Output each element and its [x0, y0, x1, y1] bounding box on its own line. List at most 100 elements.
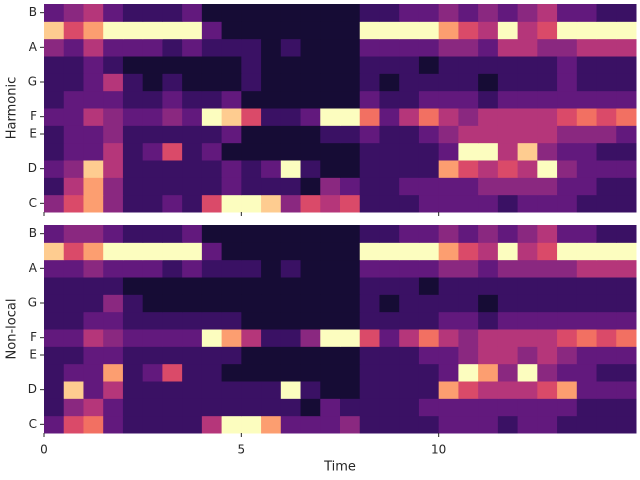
heat-cell — [300, 142, 321, 161]
heat-cell — [340, 259, 361, 278]
heat-cell — [438, 225, 459, 243]
heat-cell — [379, 73, 400, 92]
heat-cell — [458, 108, 479, 126]
heat-cell — [182, 346, 203, 365]
heat-cell — [142, 277, 163, 295]
heat-cell — [478, 329, 499, 347]
heat-cell — [557, 415, 578, 434]
heat-cell — [399, 160, 420, 178]
heat-cell — [300, 346, 321, 365]
heat-cell — [280, 177, 302, 196]
heat-cell — [340, 4, 361, 22]
heat-cell — [122, 177, 144, 196]
heat-cell — [497, 415, 519, 434]
heat-cell — [438, 38, 459, 57]
heat-cell — [537, 73, 558, 92]
heat-cell — [537, 225, 558, 243]
heat-cell — [83, 194, 104, 213]
heat-cell — [497, 4, 519, 22]
heat-cell — [261, 415, 282, 434]
heat-cell — [201, 56, 223, 74]
heat-cell — [517, 142, 538, 161]
heat-cell — [162, 398, 183, 417]
heat-cell — [537, 142, 558, 161]
heat-cell — [44, 90, 65, 109]
heat-cell — [300, 108, 321, 126]
heat-cell — [83, 329, 104, 347]
heat-cell — [221, 294, 242, 313]
heat-cell — [576, 38, 598, 57]
heat-cell — [221, 398, 242, 417]
heat-cell — [576, 381, 598, 399]
heat-cell — [241, 398, 262, 417]
heat-cell — [340, 177, 361, 196]
heat-cell — [280, 363, 302, 382]
heat-cell — [438, 177, 459, 196]
heat-cell — [576, 90, 598, 109]
heat-cell — [340, 381, 361, 399]
y-tick-label: C — [29, 417, 37, 431]
heat-cell — [261, 73, 282, 92]
heat-cell — [162, 415, 183, 434]
heat-cell — [122, 259, 144, 278]
heat-cell — [359, 142, 380, 161]
heat-cell — [557, 294, 578, 313]
heat-cell — [517, 21, 538, 40]
heat-cell — [537, 108, 558, 126]
heat-cell — [557, 125, 578, 144]
heat-cell — [162, 56, 183, 74]
heat-cell — [478, 125, 499, 144]
heat-cell — [478, 363, 499, 382]
heat-cell — [241, 73, 262, 92]
heat-cell — [142, 398, 163, 417]
heat-cell — [537, 4, 558, 22]
heat-cell — [596, 398, 617, 417]
heat-cell — [122, 38, 144, 57]
heat-cell — [576, 108, 598, 126]
heat-cell — [162, 90, 183, 109]
heat-cell — [280, 108, 302, 126]
heat-cell — [537, 21, 558, 40]
heat-cell — [44, 346, 65, 365]
heat-cell — [399, 90, 420, 109]
heat-cell — [83, 177, 104, 196]
heat-cell — [201, 21, 223, 40]
heat-cell — [340, 21, 361, 40]
heat-cell — [241, 259, 262, 278]
heat-cell — [83, 90, 104, 109]
heat-cell — [537, 125, 558, 144]
heat-cell — [201, 259, 223, 278]
heat-cell — [241, 346, 262, 365]
heat-cell — [162, 73, 183, 92]
heat-cell — [399, 277, 420, 295]
heat-cell — [44, 259, 65, 278]
heat-cell — [557, 277, 578, 295]
heat-cell — [201, 108, 223, 126]
heat-cell — [576, 4, 598, 22]
heat-cell — [359, 108, 380, 126]
heat-cell — [399, 56, 420, 74]
heat-cell — [616, 363, 637, 382]
heat-cell — [280, 142, 302, 161]
heat-cell — [557, 142, 578, 161]
heat-cell — [261, 56, 282, 74]
heat-cell — [537, 160, 558, 178]
heat-cell — [300, 125, 321, 144]
heat-cell — [280, 259, 302, 278]
heat-cell — [122, 415, 144, 434]
heat-cell — [241, 21, 262, 40]
heat-cell — [557, 56, 578, 74]
heat-cell — [517, 294, 538, 313]
heat-cell — [478, 90, 499, 109]
heat-cell — [478, 38, 499, 57]
heat-cell — [596, 4, 617, 22]
heat-cell — [142, 329, 163, 347]
heat-cell — [616, 311, 637, 330]
heat-cell — [201, 242, 223, 261]
heat-cell — [162, 21, 183, 40]
heat-cell — [44, 194, 65, 213]
heat-cell — [557, 242, 578, 261]
heat-cell — [182, 4, 203, 22]
heat-cell — [261, 108, 282, 126]
heat-cell — [438, 4, 459, 22]
